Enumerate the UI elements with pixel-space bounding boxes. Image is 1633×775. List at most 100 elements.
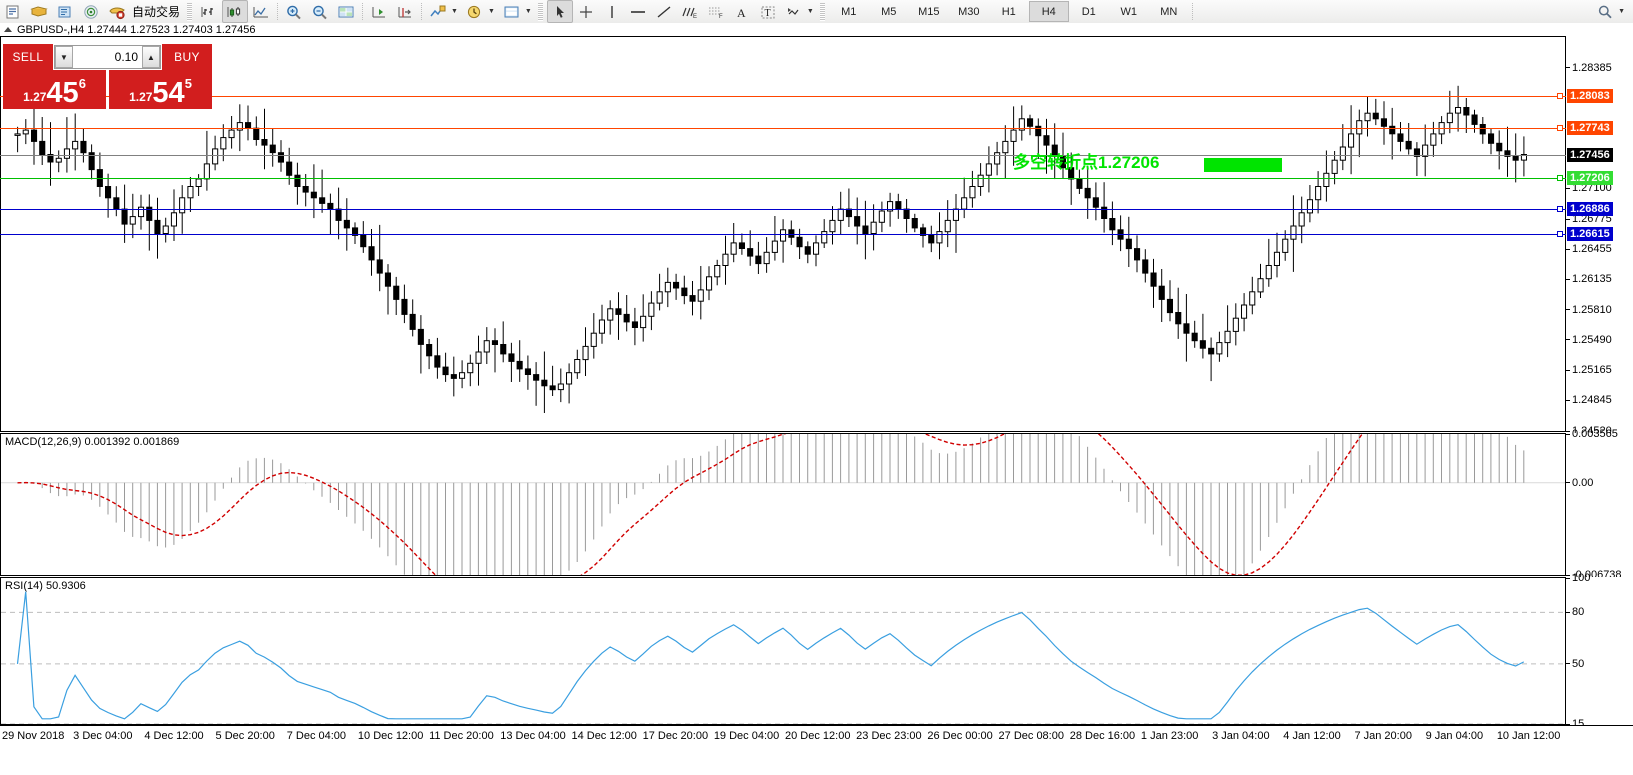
fibonacci-tool-icon[interactable]: F [703, 0, 729, 23]
buy-price-main: 54 [152, 77, 185, 109]
toolbar-grip-3 [819, 2, 825, 21]
indicators-icon[interactable] [425, 0, 451, 23]
svg-text:F: F [719, 14, 723, 20]
rsi-indicator-pane[interactable]: RSI(14) 50.9306 [0, 577, 1566, 725]
timeframe-h1[interactable]: H1 [1001, 5, 1016, 18]
timeframe-mn[interactable]: MN [1160, 5, 1178, 18]
buy-button[interactable]: BUY [162, 44, 212, 70]
data-window-icon[interactable] [26, 0, 52, 23]
level-handle-support-upper[interactable] [1557, 205, 1563, 212]
price-tag-pivot-green: 1.27206 [1567, 171, 1613, 186]
navigator-icon[interactable] [52, 0, 78, 23]
time-axis-label: 27 Dec 08:00 [998, 730, 1064, 742]
macd-indicator-pane[interactable]: MACD(12,26,9) 0.001392 0.001869 [0, 433, 1566, 576]
symbol-ohlc-text: GBPUSD-,H4 1.27444 1.27523 1.27403 1.274… [17, 23, 256, 36]
symbol-info-bar: GBPUSD-,H4 1.27444 1.27523 1.27403 1.274… [0, 23, 1633, 36]
volume-increment-button[interactable]: ▲ [142, 46, 160, 68]
search-dropdown-caret-icon[interactable]: ▼ [1618, 8, 1625, 15]
buy-price-display[interactable]: 1.27 54 5 [109, 70, 212, 109]
rsi-tick: 50 [1566, 658, 1584, 670]
volume-value[interactable]: 0.10 [114, 50, 138, 64]
time-axis-label: 4 Jan 12:00 [1283, 730, 1341, 742]
zoom-out-icon[interactable] [307, 0, 333, 23]
cursor-tool-icon[interactable] [546, 0, 573, 23]
auto-scroll-icon[interactable] [366, 0, 392, 23]
time-axis-label: 20 Dec 12:00 [785, 730, 851, 742]
level-line-pivot-green[interactable] [0, 178, 1566, 180]
sell-price-display[interactable]: 1.27 45 6 [3, 70, 106, 109]
shapes-tool-icon[interactable] [781, 0, 807, 23]
time-axis-label: 7 Dec 04:00 [286, 730, 347, 742]
level-handle-support-lower[interactable] [1557, 231, 1563, 237]
time-axis-label: 19 Dec 04:00 [713, 730, 780, 742]
text-label-tool-icon[interactable]: T [755, 0, 781, 23]
sell-price-main: 45 [46, 77, 79, 109]
toolbar-separator-2 [362, 2, 364, 21]
volume-stepper[interactable]: ▼ 0.10 ▲ [54, 45, 161, 69]
zoom-in-icon[interactable] [281, 0, 307, 23]
annotation-highlight-box [1204, 158, 1282, 172]
timeframe-h4[interactable]: H4 [1028, 1, 1069, 22]
chart-shift-icon[interactable] [392, 0, 418, 23]
level-handle-pivot-green[interactable] [1557, 175, 1563, 182]
timeframe-m15[interactable]: M15 [918, 5, 940, 18]
collapse-triangle-icon[interactable] [4, 27, 12, 32]
timeframe-d1[interactable]: D1 [1081, 5, 1096, 18]
time-axis-label: 13 Dec 04:00 [500, 730, 566, 742]
new-order-icon[interactable] [0, 0, 26, 23]
vertical-line-tool-icon[interactable] [599, 0, 625, 23]
trendline-tool-icon[interactable] [651, 0, 677, 23]
templates-dropdown-caret-icon[interactable]: ▼ [524, 8, 532, 15]
line-chart-icon[interactable] [248, 0, 274, 23]
buy-price-pipette: 5 [184, 76, 192, 91]
time-axis-label: 26 Dec 00:00 [927, 730, 993, 742]
rsi-series [1, 591, 1565, 724]
timeframe-m1[interactable]: M1 [841, 5, 857, 18]
search-icon[interactable] [1592, 0, 1618, 23]
timeframe-m5[interactable]: M5 [881, 5, 897, 18]
autotrading-label[interactable]: 自动交易 [132, 5, 181, 19]
sell-price-pipette: 6 [78, 76, 86, 91]
buy-price-prefix: 1.27 [129, 90, 153, 104]
chart-grid-icon[interactable] [333, 0, 359, 23]
price-tag-last-price: 1.27456 [1567, 147, 1613, 162]
level-handle-resistance-lower[interactable] [1557, 124, 1563, 131]
text-tool-icon[interactable]: A [729, 0, 755, 23]
volume-decrement-button[interactable]: ▼ [55, 46, 73, 68]
horizontal-line-tool-icon[interactable] [625, 0, 651, 23]
time-axis-label: 9 Jan 04:00 [1425, 730, 1484, 742]
rsi-tick: 100 [1566, 572, 1590, 584]
bar-chart-icon[interactable] [196, 0, 222, 23]
time-axis[interactable]: 29 Nov 2018 3 Dec 04:00 4 Dec 12:00 5 Dec 2… [0, 725, 1633, 775]
price-axis-scale[interactable]: 1.28385 1.27100 1.26775 1.26455 1.26135 1.258… [1566, 36, 1633, 437]
crosshair-tool-icon[interactable] [573, 0, 599, 23]
one-click-trading-panel[interactable]: SELL ▼ 0.10 ▲ BUY 1.27 45 6 1.27 54 5 [3, 44, 212, 109]
timeframe-m30[interactable]: M30 [958, 5, 980, 18]
time-axis-label: 17 Dec 20:00 [642, 730, 709, 742]
elliott-wave-tool-icon[interactable]: E [677, 0, 703, 23]
level-line-resistance-upper[interactable] [0, 95, 1566, 97]
price-tick: 1.25490 [1566, 334, 1612, 346]
templates-icon[interactable] [499, 0, 525, 23]
shapes-dropdown-caret-icon[interactable]: ▼ [806, 8, 814, 15]
level-handle-resistance-upper[interactable] [1557, 92, 1563, 99]
sell-button[interactable]: SELL [3, 44, 53, 70]
time-axis-label: 23 Dec 23:00 [856, 730, 922, 742]
price-tag-support-upper: 1.26886 [1567, 201, 1613, 216]
time-axis-label: 10 Jan 12:00 [1496, 730, 1561, 742]
candlestick-chart-icon[interactable] [222, 0, 249, 23]
level-line-support-lower[interactable] [0, 234, 1566, 235]
level-line-support-upper[interactable] [0, 208, 1566, 210]
indicators-dropdown-caret-icon[interactable]: ▼ [451, 8, 458, 15]
periods-icon[interactable] [462, 0, 488, 23]
price-tick: 1.26135 [1566, 273, 1612, 285]
autotrading-icon[interactable] [104, 0, 130, 23]
timeframe-w1[interactable]: W1 [1120, 5, 1138, 18]
periods-dropdown-caret-icon[interactable]: ▼ [487, 8, 495, 15]
level-line-resistance-lower[interactable] [0, 127, 1566, 129]
time-axis-label: 5 Dec 20:00 [215, 730, 275, 742]
terminal-icon[interactable] [78, 0, 104, 23]
level-line-last-price[interactable] [0, 154, 1566, 156]
time-axis-label: 14 Dec 12:00 [571, 730, 637, 742]
